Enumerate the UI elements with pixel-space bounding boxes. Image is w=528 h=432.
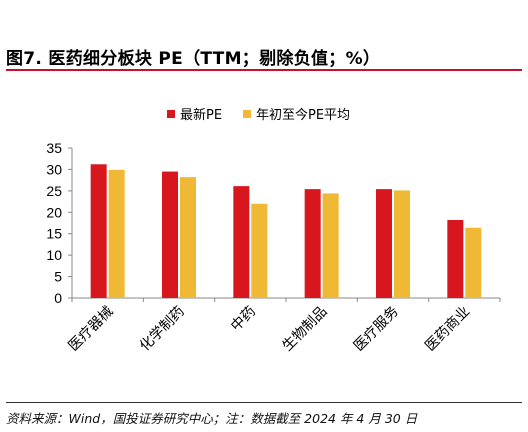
bar-latest-pe (447, 220, 464, 298)
source-note: 资料来源：Wind，国投证券研究中心；注：数据截至 2024 年 4 月 30 … (6, 411, 418, 426)
bar-ytd-avg-pe (180, 177, 196, 298)
x-category-label: 化学制药 (137, 304, 188, 355)
y-tick-label: 10 (46, 247, 62, 263)
legend-label-latest: 最新PE (180, 108, 223, 123)
bar-latest-pe (304, 189, 321, 298)
y-tick-label: 30 (46, 161, 62, 177)
x-category-label: 生物制品 (280, 304, 331, 355)
bar-latest-pe (90, 164, 107, 298)
bar-ytd-avg-pe (251, 203, 268, 298)
x-category-label: 医疗服务 (351, 304, 402, 355)
legend-swatch-ytd (243, 109, 251, 118)
bar-chart: 0 5 10 15 20 25 30 35 医疗器械 化学制药 中药 生物制品 医疗服务 医药商业 (46, 140, 501, 355)
title-rule (6, 69, 522, 71)
bar-ytd-avg-pe (394, 190, 410, 298)
legend-label-ytd: 年初至今PE平均 (256, 108, 351, 123)
bar-ytd-avg-pe (322, 193, 339, 298)
legend-swatch-latest (167, 109, 175, 118)
x-category-label: 医药商业 (422, 304, 473, 355)
x-category-label: 医疗器械 (66, 304, 117, 355)
y-tick-label: 35 (46, 140, 62, 156)
y-tick-label: 15 (46, 226, 62, 242)
y-tick-label: 20 (46, 204, 62, 220)
chart-legend: 最新PE 年初至今PE平均 (0, 104, 528, 123)
bar-ytd-avg-pe (108, 169, 125, 298)
bar-ytd-avg-pe (465, 227, 482, 298)
legend-item-ytd: 年初至今PE平均 (243, 104, 350, 123)
bar-latest-pe (376, 189, 392, 298)
y-tick-label: 0 (54, 290, 62, 306)
legend-item-latest: 最新PE (167, 104, 222, 123)
x-category-label: 中药 (228, 304, 259, 335)
y-tick-label: 5 (54, 269, 62, 285)
footer-rule (6, 402, 522, 403)
y-tick-label: 25 (46, 183, 62, 199)
figure-title: 图7. 医药细分板块 PE（TTM；剔除负值；%） (6, 49, 381, 69)
bar-latest-pe (162, 171, 178, 298)
bar-latest-pe (233, 186, 250, 298)
